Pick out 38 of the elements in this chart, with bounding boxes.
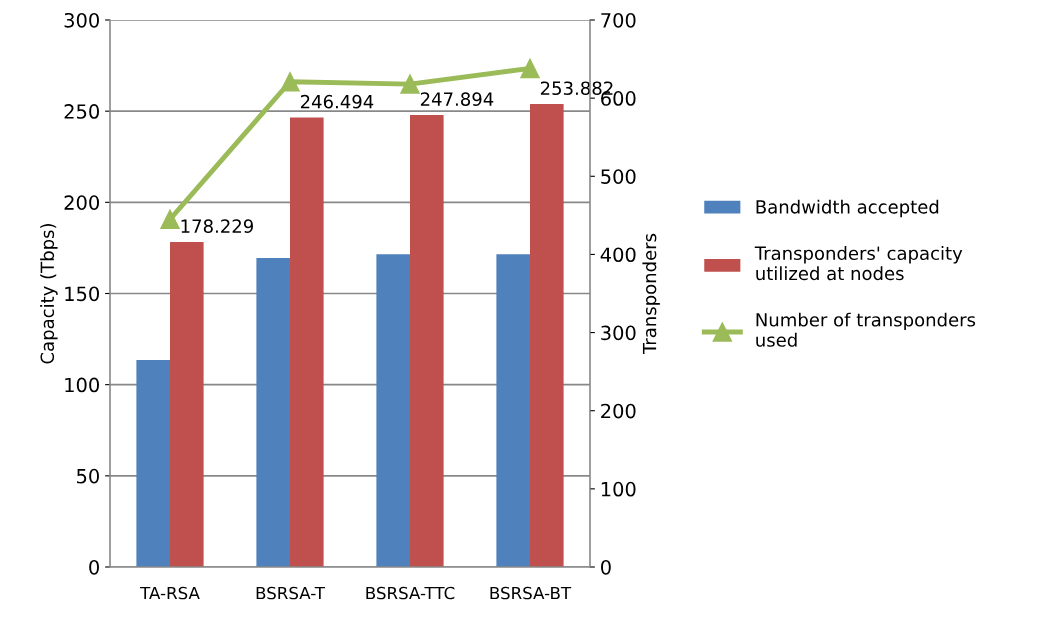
data-label: 246.494 [300, 94, 374, 109]
x-tick-label: BSRSA-BT [490, 586, 572, 600]
point [160, 209, 180, 229]
point [280, 72, 300, 92]
y2-tick-label: 400 [600, 247, 636, 263]
y-tick-label: 100 [65, 377, 99, 393]
y-tick-label: 300 [64, 12, 99, 28]
x-tick-label: BSRSA-TTC [366, 586, 455, 600]
y2-tick-label: 700 [601, 12, 636, 28]
y2-tick-label: 500 [601, 169, 636, 184]
x-tick-label: BSRSA-T [256, 586, 325, 600]
legend-label: Bandwidth accepted [756, 199, 939, 218]
bar [410, 115, 444, 567]
bar [290, 117, 324, 567]
data-label: 247.894 [420, 92, 494, 106]
y2-tick-label: 200 [601, 403, 636, 419]
bar [256, 257, 290, 567]
bar [496, 254, 530, 567]
y-axis-title: Capacity (Tbps) [40, 224, 58, 364]
bar [376, 254, 410, 567]
legend-label: Transponders' capacity utilized at nodes [754, 246, 963, 281]
y-tick-label: 50 [77, 468, 99, 484]
x-tick-label: TA-RSA [140, 586, 200, 600]
y2-tick-label: 0 [601, 559, 611, 575]
y2-tick-label: 300 [601, 325, 636, 341]
y-tick-label: 200 [64, 195, 99, 210]
point [400, 74, 420, 94]
y-tick-label: 150 [65, 286, 99, 302]
y2-tick-label: 100 [601, 481, 636, 497]
point [520, 58, 540, 79]
legend-label: Number of transponders used [756, 312, 976, 347]
y2-axis-title: Transponders [642, 233, 660, 355]
y-tick-label: 0 [89, 559, 99, 575]
data-label: 178.229 [181, 219, 253, 233]
y-tick-label: 250 [64, 104, 99, 119]
bar [530, 104, 564, 567]
bar [136, 360, 170, 567]
bar [170, 242, 204, 567]
